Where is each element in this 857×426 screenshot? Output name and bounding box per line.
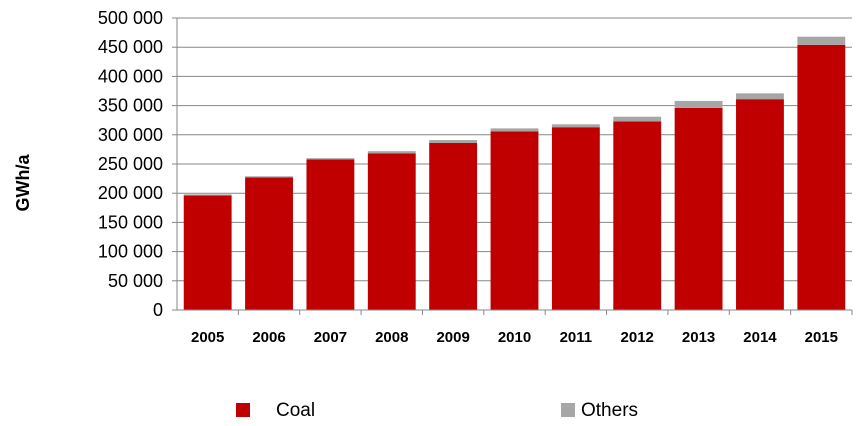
bar-coal-2007 bbox=[306, 159, 355, 310]
x-category-label: 2010 bbox=[498, 329, 531, 346]
bar-others-2005 bbox=[183, 194, 232, 196]
x-category-label: 2014 bbox=[743, 329, 777, 346]
x-category-label: 2007 bbox=[314, 329, 347, 346]
bar-coal-2008 bbox=[367, 153, 416, 310]
bar-others-2008 bbox=[367, 151, 416, 154]
bar-others-2010 bbox=[490, 128, 539, 132]
bar-others-2006 bbox=[245, 176, 293, 178]
y-tick-label: 350 000 bbox=[98, 96, 163, 116]
y-tick-label: 200 000 bbox=[98, 183, 163, 203]
y-tick-label: 50 000 bbox=[108, 271, 163, 291]
x-category-label: 2012 bbox=[621, 329, 654, 346]
x-category-labels: 2005 2006 2007 2008 2009 2010 2011 2012 2013 2014… bbox=[191, 329, 838, 346]
y-tick-label: 400 000 bbox=[98, 66, 163, 86]
bar-coal-2010 bbox=[490, 131, 539, 310]
bar-coal-2014 bbox=[736, 99, 784, 311]
bar-coal-2006 bbox=[245, 177, 293, 310]
x-category-label: 2008 bbox=[375, 329, 408, 346]
bar-coal-2009 bbox=[429, 142, 478, 310]
y-tick-label: 100 000 bbox=[98, 242, 163, 262]
axes bbox=[172, 17, 853, 315]
x-category-label: 2009 bbox=[436, 329, 469, 346]
y-tick-label: 150 000 bbox=[98, 212, 163, 232]
y-axis-title: GWh/a bbox=[13, 154, 33, 212]
y-tick-label: 450 000 bbox=[98, 37, 163, 57]
bar-coal-2015 bbox=[797, 44, 846, 310]
bar-others-2012 bbox=[613, 116, 662, 122]
bar-others-2011 bbox=[551, 124, 600, 128]
x-category-label: 2015 bbox=[805, 329, 838, 346]
bar-coal-2011 bbox=[551, 127, 600, 310]
x-category-label: 2006 bbox=[252, 329, 285, 346]
bar-others-2014 bbox=[736, 93, 784, 100]
x-category-label: 2013 bbox=[682, 329, 715, 346]
legend-label-others: Others bbox=[581, 400, 638, 421]
bar-others-2013 bbox=[674, 100, 723, 108]
bar-coal-2012 bbox=[613, 121, 662, 310]
legend-label-coal: Coal bbox=[276, 400, 315, 421]
x-category-label: 2011 bbox=[560, 329, 593, 346]
legend: Coal Others bbox=[236, 400, 638, 421]
bar-others-2015 bbox=[797, 36, 846, 45]
y-tick-label: 250 000 bbox=[98, 154, 163, 174]
bar-others-2009 bbox=[429, 140, 478, 143]
legend-swatch-coal bbox=[236, 403, 250, 417]
x-category-label: 2005 bbox=[191, 329, 224, 346]
y-tick-label: 300 000 bbox=[98, 125, 163, 145]
legend-swatch-others bbox=[561, 403, 575, 417]
bar-coal-2005 bbox=[183, 195, 232, 310]
bar-others-2007 bbox=[306, 158, 355, 160]
y-tick-label: 0 bbox=[153, 300, 163, 320]
y-tick-label: 500 000 bbox=[98, 8, 163, 28]
bars bbox=[183, 36, 846, 311]
bar-coal-2013 bbox=[674, 107, 723, 310]
y-tick-labels: 0 50 000 100 000 150 000 200 000 250 000 300 0… bbox=[98, 8, 163, 320]
